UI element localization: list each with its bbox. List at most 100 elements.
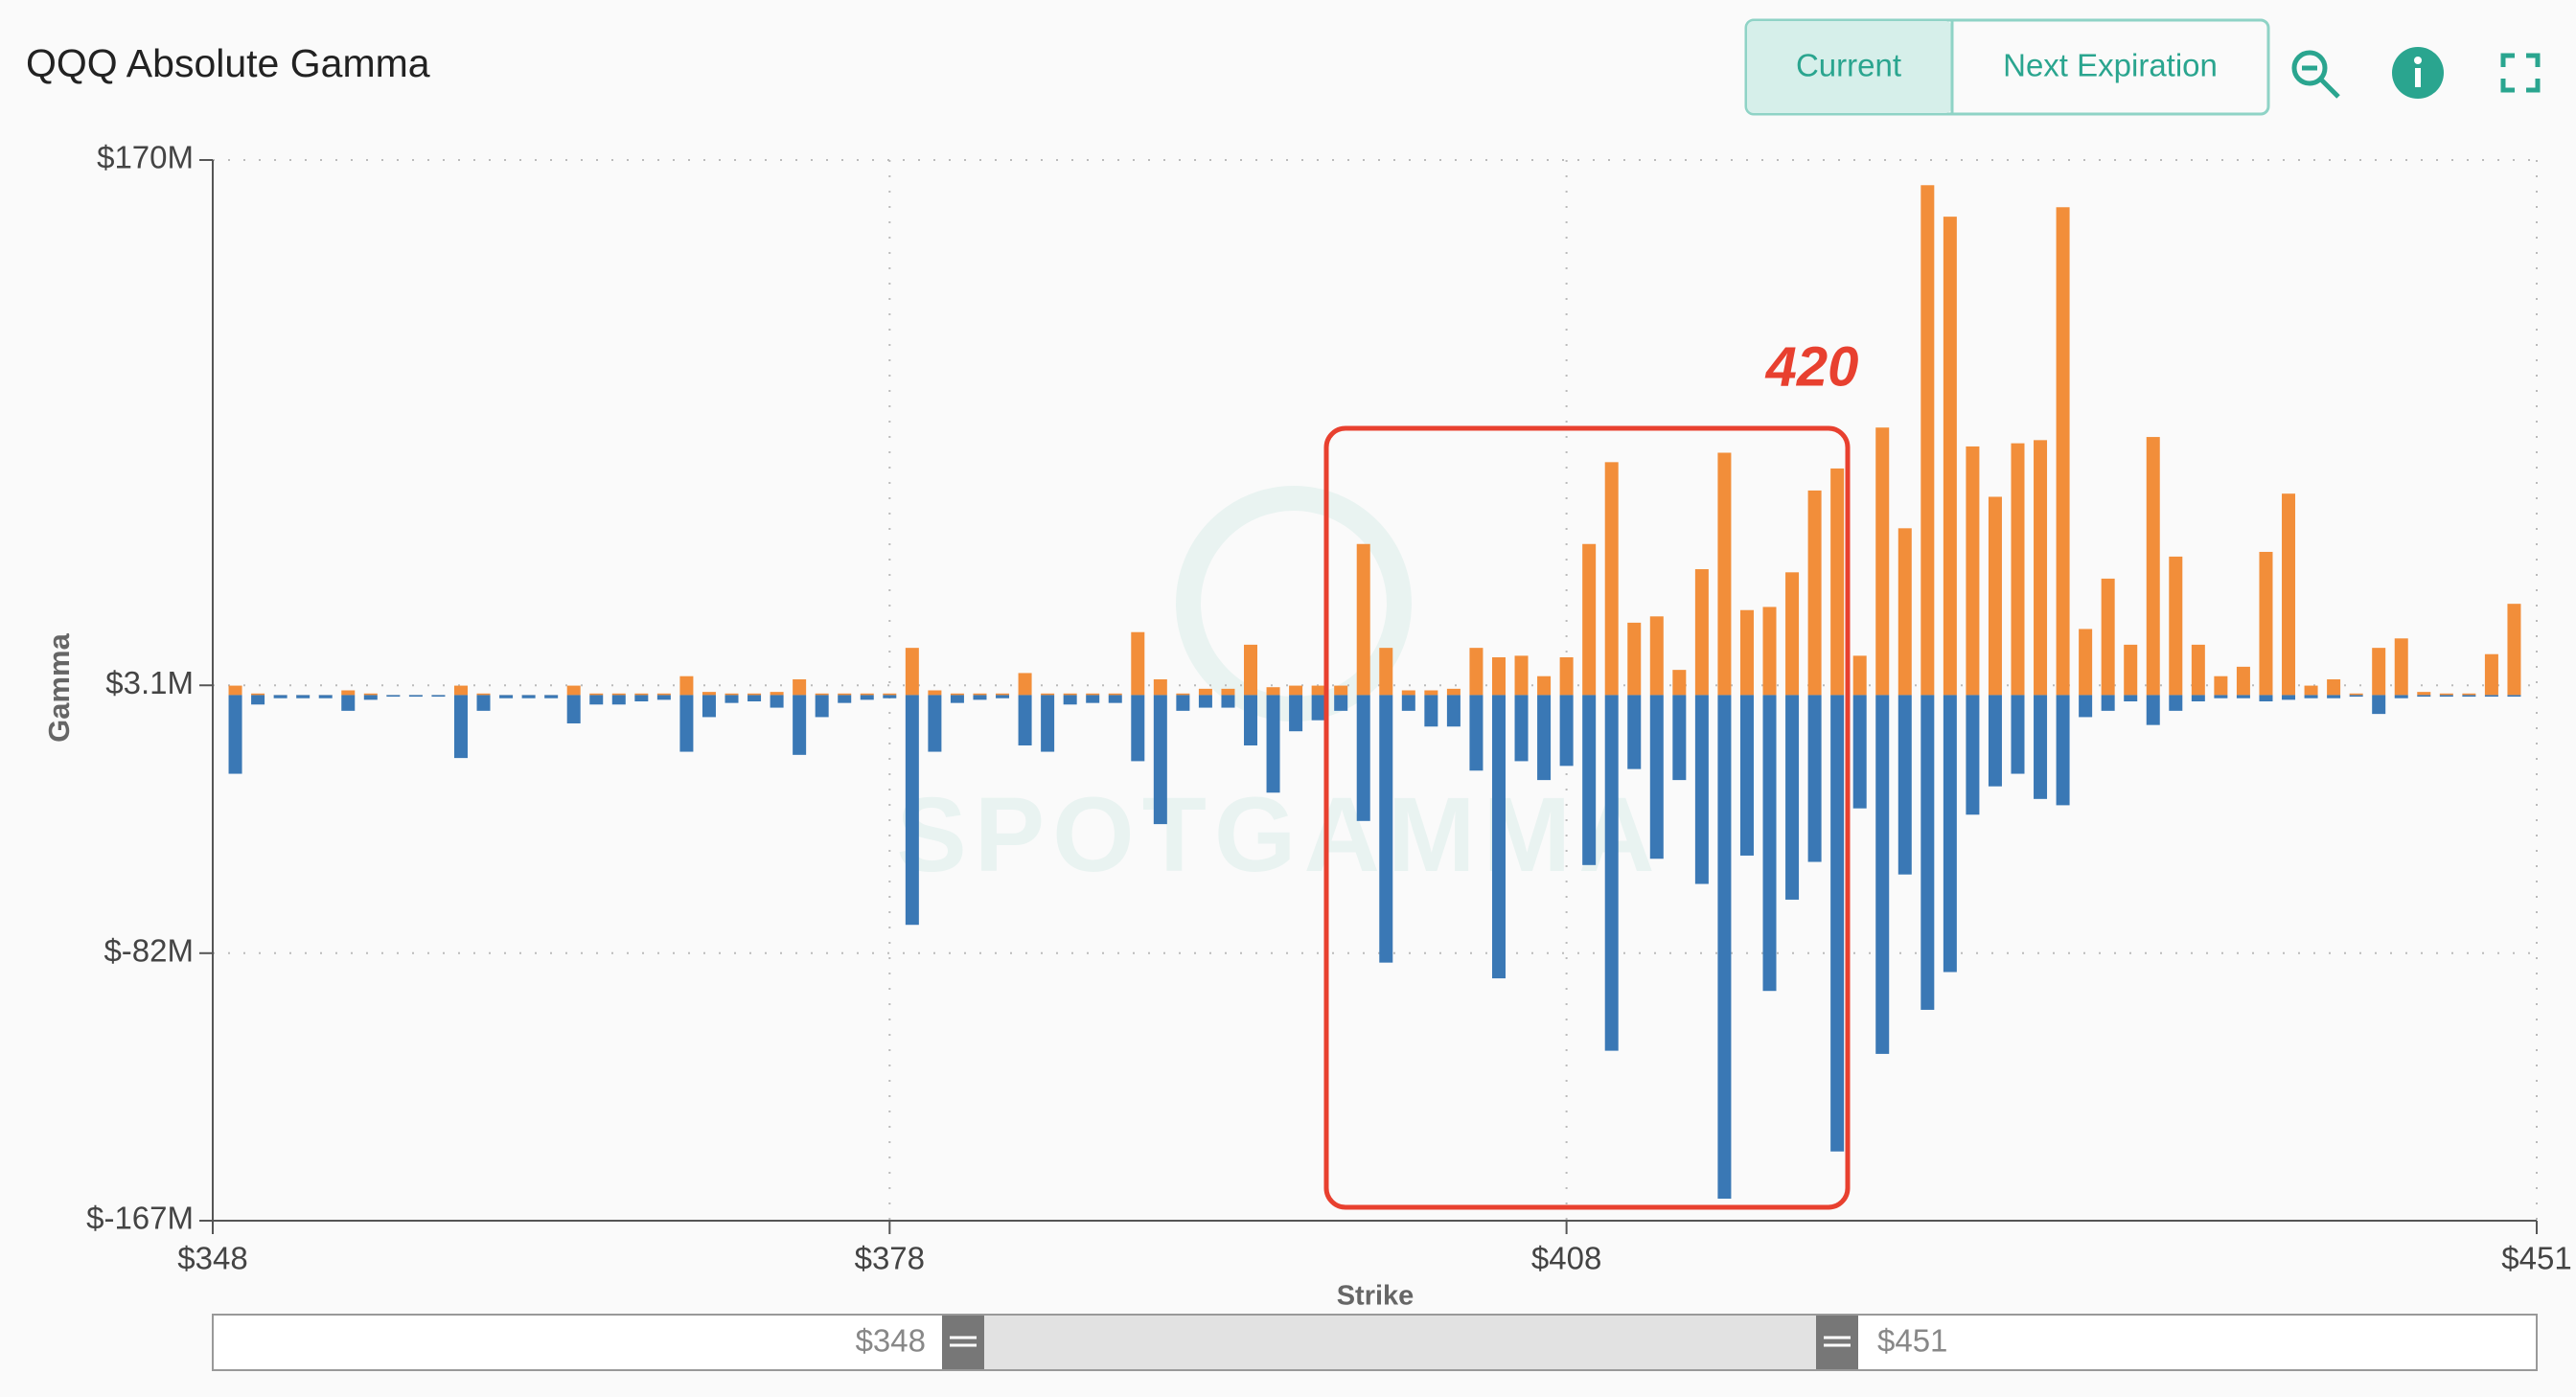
- bar: [815, 693, 829, 696]
- bar: [1063, 693, 1077, 696]
- bar: [318, 695, 333, 698]
- bar: [386, 695, 401, 698]
- bar: [1739, 695, 1754, 856]
- bar: [2507, 695, 2521, 698]
- bar: [1198, 688, 1212, 696]
- bar: [2282, 695, 2296, 700]
- bar: [2191, 695, 2205, 701]
- bar: [656, 693, 671, 696]
- bar: [1694, 695, 1709, 884]
- bar: [2056, 695, 2070, 806]
- bar: [2439, 695, 2453, 698]
- bar: [950, 693, 964, 696]
- bar: [793, 695, 807, 755]
- bar: [1379, 648, 1393, 696]
- bar: [702, 692, 716, 696]
- bar: [2079, 629, 2093, 696]
- bar: [1852, 695, 1867, 809]
- bar: [1852, 655, 1867, 696]
- bar: [1807, 490, 1822, 696]
- bar: [996, 693, 1010, 696]
- bar: [634, 693, 649, 696]
- bar: [2011, 443, 2025, 696]
- bar: [1785, 572, 1800, 696]
- fullscreen-icon[interactable]: [2500, 53, 2541, 93]
- range-handle[interactable]: [1816, 1316, 1858, 1369]
- bar: [363, 695, 378, 700]
- y-tick-label: $-167M: [86, 1201, 194, 1236]
- y-tick-label: $-82M: [104, 933, 194, 969]
- bar: [589, 695, 604, 705]
- bar: [1739, 609, 1754, 696]
- bar: [1966, 695, 1980, 815]
- bar: [883, 695, 897, 698]
- bar: [2236, 695, 2250, 698]
- bar: [228, 685, 242, 696]
- bar: [1920, 695, 1935, 1010]
- zoom-icon[interactable]: [2291, 50, 2340, 99]
- bar: [905, 648, 919, 696]
- bar: [2011, 695, 2025, 774]
- bar: [476, 695, 491, 711]
- bar: [2462, 693, 2476, 696]
- bar: [1041, 693, 1055, 696]
- bar: [838, 693, 852, 696]
- bar: [2146, 695, 2160, 725]
- range-selection[interactable]: [963, 1316, 1837, 1369]
- annotation: 420: [1765, 335, 1859, 398]
- bar: [1311, 695, 1325, 721]
- range-label: $451: [1877, 1323, 1947, 1359]
- bar: [2124, 644, 2138, 696]
- bar: [1988, 695, 2002, 787]
- bar: [1266, 687, 1280, 696]
- bar: [1469, 695, 1484, 771]
- annotation-box: [1323, 425, 1851, 1210]
- bar: [1153, 679, 1167, 696]
- range-handle[interactable]: [942, 1316, 984, 1369]
- bar: [2214, 676, 2228, 696]
- bar: [973, 695, 987, 700]
- bar: [2304, 685, 2318, 696]
- bar: [521, 695, 536, 698]
- button-label[interactable]: Next Expiration: [2003, 48, 2218, 83]
- bar: [544, 695, 559, 698]
- y-tick-label: $3.1M: [105, 665, 194, 700]
- bar: [431, 695, 446, 698]
- bar: [1559, 657, 1574, 696]
- bar: [2394, 695, 2408, 698]
- bar: [1537, 676, 1552, 696]
- bar: [973, 693, 987, 696]
- bar: [2327, 695, 2341, 698]
- bar: [996, 695, 1010, 698]
- bar: [1446, 688, 1460, 696]
- bar: [905, 695, 919, 926]
- bar: [1334, 695, 1348, 711]
- button-current[interactable]: [1747, 21, 1952, 113]
- bar: [2236, 666, 2250, 696]
- bar: [748, 695, 762, 701]
- bar: [883, 693, 897, 696]
- button-label[interactable]: Current: [1796, 48, 1901, 83]
- bar: [566, 695, 581, 723]
- bar: [453, 695, 468, 759]
- bar: [1694, 569, 1709, 696]
- bar: [679, 676, 694, 696]
- bar: [1221, 688, 1235, 696]
- info-icon[interactable]: [2392, 47, 2444, 99]
- bar: [1785, 695, 1800, 900]
- bar: [566, 685, 581, 696]
- bar: [2349, 695, 2363, 698]
- bar: [1830, 695, 1845, 1152]
- bar: [1898, 695, 1912, 875]
- bar: [1086, 695, 1100, 703]
- bar: [1649, 616, 1664, 696]
- bar: [2169, 556, 2183, 696]
- bar: [1514, 695, 1529, 762]
- bar: [702, 695, 716, 718]
- bar: [1379, 695, 1393, 963]
- bar: [1221, 695, 1235, 708]
- bar: [1356, 543, 1370, 696]
- bar: [2169, 695, 2183, 711]
- bar: [724, 695, 739, 703]
- bar: [770, 695, 784, 708]
